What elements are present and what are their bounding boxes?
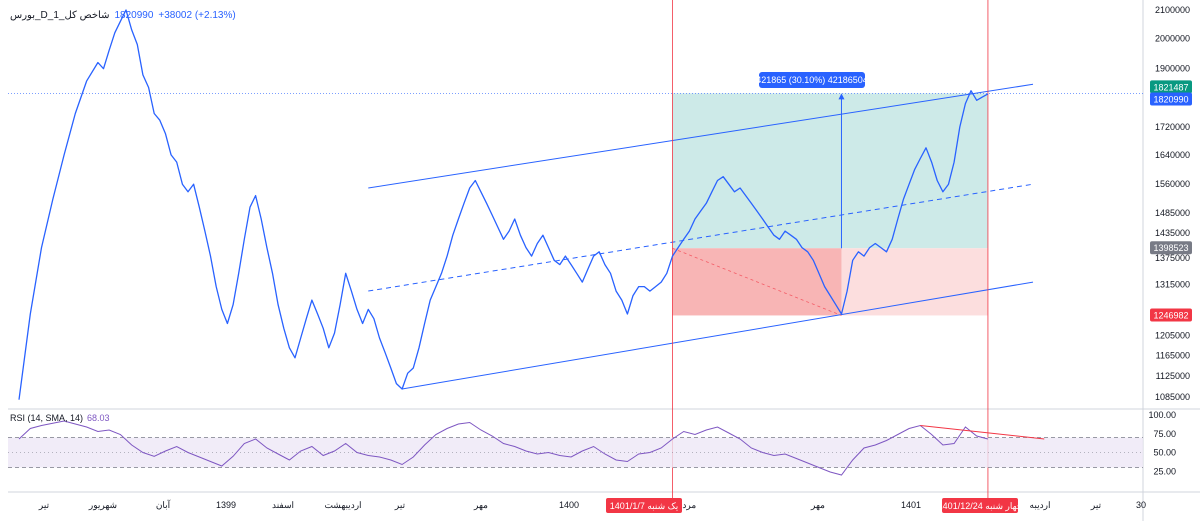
price-tick-label: 1720000 xyxy=(1155,122,1190,132)
rsi-legend: RSI (14, SMA, 14) 68.03 xyxy=(10,413,110,423)
time-tick-label: تیر xyxy=(394,500,406,511)
price-tag-box xyxy=(1150,308,1192,322)
price-tag-label: 1246982 xyxy=(1153,310,1188,320)
loss-zone-light xyxy=(841,248,988,316)
main-legend: بورس_D_شاخص کل_1 1820990 +38002 (+2.13%) xyxy=(10,10,236,21)
price-series-line xyxy=(18,9,989,400)
time-tick-label: مرداد xyxy=(676,500,696,511)
price-tag-box xyxy=(1150,92,1192,106)
rsi-legend-name: RSI (14, SMA, 14) xyxy=(10,413,84,423)
price-tag-box xyxy=(1150,241,1192,255)
price-tick-label: 1165000 xyxy=(1156,350,1190,360)
time-tick-label: آبان xyxy=(156,499,171,510)
rsi-tick-label: 25.00 xyxy=(1153,466,1176,476)
price-tag-box xyxy=(1150,80,1192,94)
rsi-tick-label: 50.00 xyxy=(1153,448,1176,458)
time-tick-label: 1399 xyxy=(216,500,236,510)
rsi-legend-value: 68.03 xyxy=(87,413,110,423)
price-tick-label: 1375000 xyxy=(1155,253,1190,263)
legend-symbol: بورس_D_شاخص کل_1 xyxy=(10,10,110,21)
price-tick-label: 2100000 xyxy=(1155,5,1190,15)
time-tick-label: مهر xyxy=(473,500,488,511)
price-tick-label: 1125000 xyxy=(1156,371,1190,381)
date-tag-box xyxy=(606,498,682,513)
rsi-band xyxy=(8,437,1143,468)
channel-lower xyxy=(401,281,1034,390)
time-tick-label: 30 xyxy=(1136,500,1146,510)
price-tick-label: 1560000 xyxy=(1155,179,1190,189)
time-tick-label: اردیبه xyxy=(1030,500,1051,511)
price-tag-label: 1820990 xyxy=(1153,95,1188,105)
date-tag-box xyxy=(942,498,1018,513)
time-tick-label: اسفند xyxy=(272,500,294,510)
time-tick-label: 1400 xyxy=(559,500,579,510)
time-tick-label: مهر xyxy=(810,500,825,511)
time-tick-label: 1401 xyxy=(901,500,921,510)
drawdown-line xyxy=(672,247,842,316)
measure-label: 421865 (30.10%) 42186504 xyxy=(756,75,868,85)
channel-upper xyxy=(368,83,1034,189)
price-tick-label: 1900000 xyxy=(1155,64,1190,74)
date-tag-label: 1401/1/7 یک شنبه xyxy=(610,501,679,511)
legend-change: +38002 (+2.13%) xyxy=(158,10,236,21)
date-tag-label: 1401/12/24 چهار شنبه xyxy=(938,501,1023,512)
time-tick-label: تیر xyxy=(38,500,50,511)
price-tick-label: 1315000 xyxy=(1155,279,1190,289)
time-tick-label: اردیبهشت xyxy=(324,500,361,511)
price-tag-label: 1398523 xyxy=(1153,243,1188,253)
price-tick-label: 1485000 xyxy=(1155,208,1190,218)
channel-middle xyxy=(368,183,1034,292)
price-tick-label: 1205000 xyxy=(1155,331,1190,341)
price-tick-label: 1435000 xyxy=(1155,228,1190,238)
price-tick-label: 2000000 xyxy=(1155,34,1190,44)
time-tick-label: تیر xyxy=(1090,500,1102,511)
rsi-divergence-line xyxy=(920,425,1045,440)
rsi-tick-label: 75.00 xyxy=(1153,429,1176,439)
measure-label-box xyxy=(759,72,865,88)
rsi-series-line xyxy=(18,420,989,476)
rsi-tick-label: 100.00 xyxy=(1148,410,1176,420)
legend-last-price: 1820990 xyxy=(114,10,154,21)
time-tick-label: شهریور xyxy=(88,500,117,511)
price-tick-label: 1085000 xyxy=(1155,392,1190,402)
price-tick-label: 1640000 xyxy=(1155,150,1190,160)
price-tag-label: 1821487 xyxy=(1153,82,1188,92)
measure-arrow xyxy=(838,93,845,100)
profit-zone xyxy=(672,93,988,249)
